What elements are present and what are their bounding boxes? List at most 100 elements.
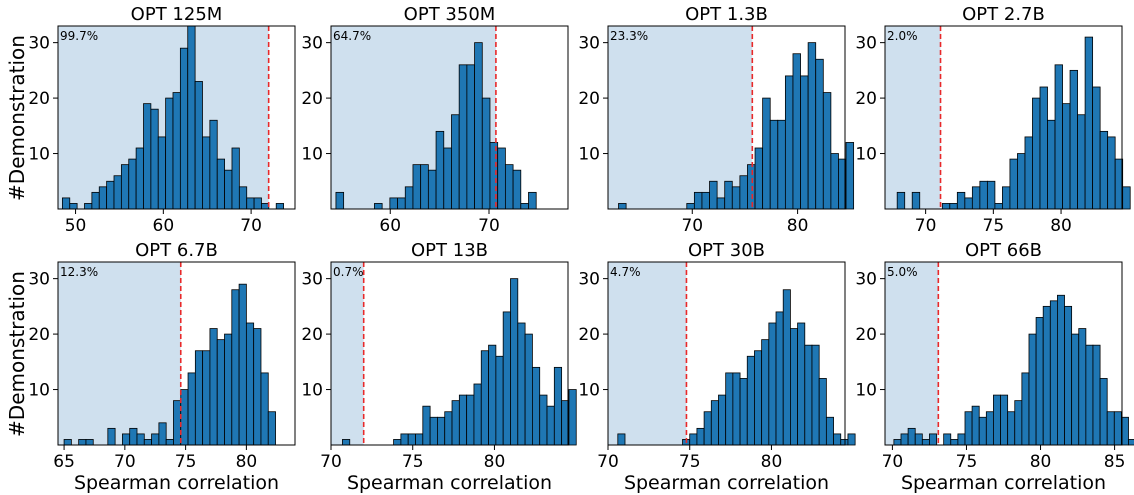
histogram-bar: [231, 289, 240, 446]
histogram-bar: [725, 372, 734, 446]
y-tick-label: 10: [578, 381, 600, 401]
y-tick-label: 20: [578, 89, 600, 109]
x-tick-label: 80: [1050, 216, 1072, 236]
x-tick-label: 75: [956, 452, 978, 472]
histogram-bar: [1092, 86, 1101, 210]
axes-frame: [57, 261, 296, 446]
axes-frame: [330, 261, 569, 446]
panel-title: OPT 30B: [688, 240, 765, 261]
histogram-bar: [696, 427, 705, 446]
panel-title: OPT 2.7B: [962, 4, 1045, 25]
histogram-bar: [497, 147, 506, 210]
histogram-bar: [1009, 158, 1018, 210]
panel-1: OPT 125M 99.7% 10 20 30 50 60 70: [28, 4, 296, 236]
histogram-bar: [253, 328, 262, 446]
histogram-bar: [135, 147, 144, 210]
histogram-bar: [150, 108, 159, 210]
histogram-bar: [739, 378, 748, 446]
histogram-bar: [1042, 305, 1051, 446]
x-tick-label: 65: [53, 452, 75, 472]
histogram-bar: [847, 433, 856, 446]
histogram-bar: [238, 283, 247, 446]
histogram-bar: [502, 311, 511, 446]
y-tick-label: 10: [28, 381, 50, 401]
y-tick-label: 30: [855, 270, 877, 290]
x-tick-label: 80: [1030, 452, 1052, 472]
histogram-bar: [1024, 136, 1033, 210]
histogram-bar: [1035, 317, 1044, 446]
histogram-bar: [893, 439, 902, 446]
histogram-bar: [517, 322, 526, 446]
histogram-bar: [458, 64, 468, 210]
histogram-bar: [173, 400, 182, 446]
histogram-bar: [78, 439, 87, 446]
histogram-bar: [807, 42, 817, 210]
x-tick-label: 50: [65, 216, 87, 236]
histogram-bar: [187, 25, 196, 210]
histogram-bar: [1078, 328, 1087, 446]
histogram-bar: [91, 191, 100, 210]
histogram-bar: [165, 97, 174, 210]
panel-title: OPT 6.7B: [135, 240, 218, 261]
histogram-bar: [1028, 333, 1037, 446]
percent-annotation: 2.0%: [887, 29, 918, 43]
x-tick-label: 70: [114, 452, 136, 472]
y-tick-label: 10: [578, 145, 600, 165]
histogram-bar: [224, 169, 233, 210]
y-tick-label: 10: [28, 145, 50, 165]
histogram-bar: [701, 191, 710, 210]
histogram-bar: [389, 197, 398, 210]
histogram-bar: [921, 439, 930, 446]
histogram-bar: [415, 433, 424, 446]
x-tick-label: 80: [236, 452, 258, 472]
x-tick-label: 80: [761, 452, 783, 472]
axes-frame: [607, 25, 846, 210]
histogram-bar: [179, 47, 189, 210]
x-axis-label: Spearman correlation: [901, 472, 1106, 494]
histogram-bar: [85, 439, 94, 446]
histogram-bar: [224, 333, 233, 446]
histogram-bar: [769, 119, 779, 210]
histogram-bar: [731, 186, 741, 210]
histogram-bar: [693, 191, 703, 210]
histogram-bar: [716, 197, 726, 210]
histogram-bar: [1099, 130, 1109, 210]
histogram-bar: [971, 186, 981, 210]
histogram-bar: [941, 203, 951, 210]
histogram-bar: [437, 416, 446, 446]
histogram-bar: [1062, 103, 1071, 210]
histogram-bar: [157, 136, 167, 210]
histogram-bar: [275, 203, 284, 210]
histogram-bar: [120, 164, 130, 210]
shaded-region: [608, 26, 753, 209]
y-tick-label: 20: [578, 325, 600, 345]
percent-annotation: 4.7%: [610, 265, 641, 279]
histogram-bar: [1000, 394, 1009, 446]
histogram-bar: [245, 322, 255, 446]
histogram-bar: [986, 180, 996, 210]
histogram-bar: [1057, 294, 1065, 446]
histogram-bar: [158, 422, 167, 446]
percent-annotation: 0.7%: [333, 265, 364, 279]
histogram-bar: [194, 81, 203, 210]
histogram-bar: [943, 433, 952, 446]
percent-annotation: 99.7%: [60, 29, 98, 43]
histogram-bar: [686, 203, 695, 210]
x-tick-label: 70: [240, 216, 262, 236]
histogram-bar: [746, 355, 755, 446]
axes-frame: [884, 25, 1123, 210]
histogram-bar: [474, 42, 483, 210]
histogram-bar: [815, 58, 824, 210]
histogram-bar: [216, 158, 225, 210]
histogram-bar: [1021, 372, 1030, 446]
histogram-bar: [451, 400, 460, 446]
panel-4: OPT 2.7B 2.0% 10 20 30 70 75 80: [855, 4, 1131, 236]
histogram-bar: [790, 328, 798, 446]
shaded-region: [58, 262, 181, 445]
histogram-bar: [1054, 64, 1063, 210]
y-tick-label: 10: [301, 381, 323, 401]
axes-frame: [57, 25, 296, 210]
